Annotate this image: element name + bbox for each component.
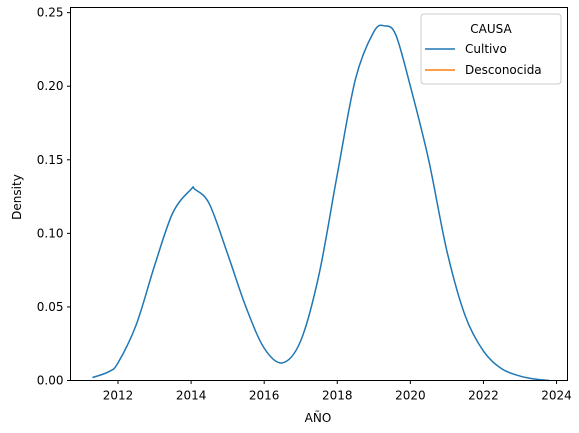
x-tick-label: 2014 — [176, 389, 207, 403]
y-tick-label: 0.00 — [37, 374, 64, 388]
y-tick-label: 0.15 — [37, 153, 64, 167]
x-tick-label: 2018 — [322, 389, 353, 403]
plot-frame — [70, 7, 568, 381]
y-tick-label: 0.25 — [37, 6, 64, 20]
legend-box — [420, 13, 562, 85]
series-layer — [92, 24, 550, 382]
x-tick-label: 2024 — [541, 389, 572, 403]
x-tick-label: 2022 — [468, 389, 499, 403]
series-line-cultivo — [92, 24, 550, 382]
y-tick-label: 0.20 — [37, 79, 64, 93]
y-axis-label: Density — [10, 174, 24, 220]
x-tick-label: 2016 — [249, 389, 280, 403]
y-axis: 0.00 0.05 0.10 0.15 0.20 0.25 — [37, 6, 71, 388]
y-tick-label: 0.10 — [37, 226, 64, 240]
legend: CAUSA Cultivo Desconocida — [420, 13, 562, 85]
x-axis: 2012 2014 2016 2018 2020 2022 2024 — [103, 380, 572, 403]
x-axis-label: AÑO — [305, 410, 332, 425]
legend-label-cultivo: Cultivo — [465, 42, 507, 56]
x-tick-label: 2020 — [395, 389, 426, 403]
y-tick-label: 0.05 — [37, 300, 64, 314]
legend-label-desconocida: Desconocida — [465, 63, 542, 77]
legend-title: CAUSA — [470, 22, 512, 36]
x-tick-label: 2012 — [103, 389, 134, 403]
